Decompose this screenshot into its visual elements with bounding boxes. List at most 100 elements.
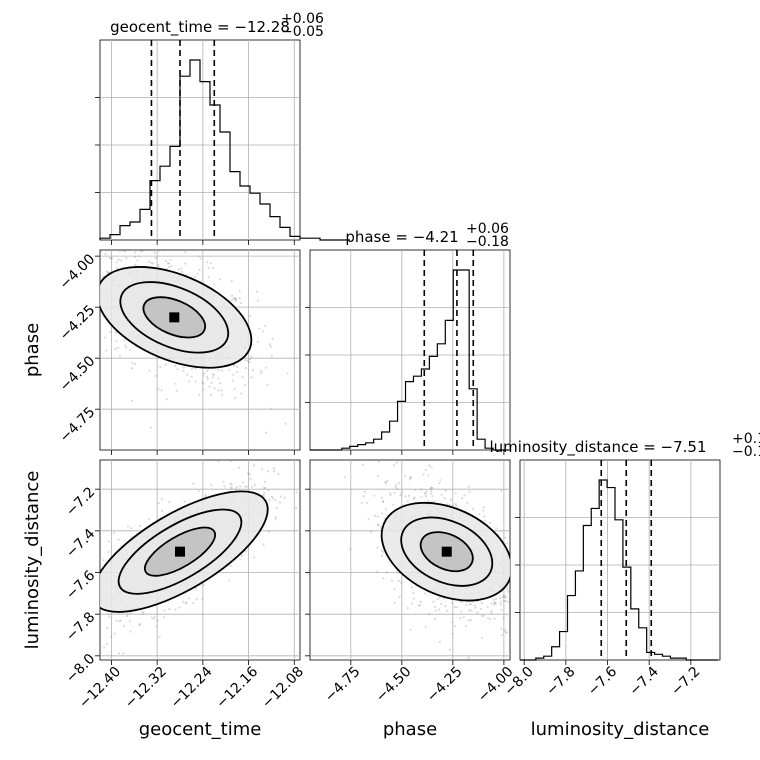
scatter-point: [528, 556, 530, 558]
scatter-point: [417, 604, 420, 608]
contour-level-1: [400, 516, 494, 587]
scatter-point: [194, 380, 197, 383]
scatter-point: [114, 331, 118, 334]
scatter-point: [500, 634, 504, 637]
scatter-point: [274, 499, 277, 502]
scatter-point: [517, 582, 519, 584]
scatter-point: [240, 392, 243, 395]
scatter-point: [413, 496, 416, 499]
scatter-point: [96, 636, 98, 638]
scatter-point: [275, 507, 278, 510]
scatter-point: [209, 262, 212, 265]
scatter-point: [233, 396, 237, 400]
scatter-point: [217, 389, 220, 392]
scatter-point: [160, 498, 163, 501]
scatter-point: [431, 495, 434, 498]
panel-frame: [99, 39, 301, 241]
scatter-point: [102, 559, 105, 562]
scatter-point: [248, 361, 251, 364]
scatter-point: [155, 245, 157, 247]
scatter-point: [503, 594, 506, 597]
scatter-point: [248, 358, 252, 361]
scatter-point: [31, 222, 33, 224]
scatter-point: [66, 239, 68, 241]
scatter-point: [393, 601, 396, 604]
scatter-point: [361, 463, 365, 466]
scatter-point: [211, 373, 214, 376]
scatter-point: [536, 593, 538, 595]
scatter-point: [207, 276, 210, 279]
scatter-point: [80, 245, 82, 247]
scatter-point: [207, 266, 210, 269]
scatter-point: [430, 466, 433, 469]
scatter-point: [397, 579, 400, 582]
scatter-point: [143, 246, 145, 248]
scatter-point: [249, 477, 252, 481]
scatter-point: [397, 460, 400, 462]
scatter-point: [65, 298, 67, 300]
tick-label-y-luminosity_distance: −8.0: [63, 651, 98, 686]
scatter-point: [88, 279, 90, 281]
scatter-point: [234, 297, 237, 300]
scatter-point: [279, 495, 283, 498]
scatter-point: [206, 369, 209, 372]
scatter-point: [148, 369, 151, 372]
scatter-point: [92, 293, 94, 295]
scatter-point: [493, 617, 496, 620]
scatter-point: [105, 230, 107, 232]
scatter-point: [157, 388, 160, 391]
scatter-point: [430, 489, 433, 493]
panel-frame: [99, 249, 301, 451]
scatter-point: [223, 485, 226, 488]
scatter-point: [202, 584, 205, 587]
scatter-point: [210, 393, 213, 396]
scatter-point: [217, 368, 220, 371]
scatter-point: [138, 623, 141, 626]
scatter-point: [238, 290, 241, 293]
scatter-point: [454, 491, 457, 495]
scatter-point: [374, 451, 376, 453]
scatter-point: [235, 371, 238, 374]
scatter-point: [166, 262, 170, 265]
scatter-point: [493, 603, 496, 606]
scatter-point: [201, 381, 204, 384]
scatter-point: [65, 654, 67, 656]
scatter-point: [186, 373, 189, 376]
scatter-point: [197, 393, 201, 396]
scatter-point: [160, 509, 164, 513]
scatter-point: [248, 315, 251, 318]
scatter-point: [399, 493, 402, 497]
scatter-point: [125, 615, 129, 618]
scatter-point: [483, 519, 486, 522]
scatter-point: [482, 509, 485, 512]
scatter-point: [398, 595, 401, 598]
scatter-point: [239, 558, 242, 561]
title-distance-minus: −0.12: [732, 444, 760, 460]
scatter-point: [176, 368, 179, 371]
tick-label-y-luminosity_distance: −7.2: [63, 484, 98, 519]
scatter-point: [490, 602, 493, 605]
scatter-point: [394, 485, 397, 489]
scatter-point: [64, 582, 66, 584]
scatter-point: [90, 302, 92, 304]
scatter-point: [105, 642, 109, 646]
scatter-point: [134, 263, 137, 266]
panel-frame: [99, 459, 301, 661]
scatter-point: [136, 259, 139, 262]
scatter-point: [486, 616, 490, 620]
scatter-point: [466, 501, 469, 504]
scatter-point: [408, 478, 411, 481]
scatter-point: [87, 282, 89, 284]
scatter-point: [133, 362, 137, 365]
scatter-point: [108, 246, 110, 248]
scatter-point: [263, 491, 266, 495]
scatter-point: [395, 483, 398, 487]
scatter-point: [438, 608, 441, 611]
scatter-point: [238, 466, 241, 469]
tick-label-x-luminosity_distance: −7.6: [585, 664, 620, 699]
scatter-point: [425, 490, 428, 493]
scatter-point: [11, 646, 13, 648]
scatter-point: [434, 609, 437, 613]
scatter-points: [31, 222, 289, 434]
scatter-point: [367, 518, 370, 521]
